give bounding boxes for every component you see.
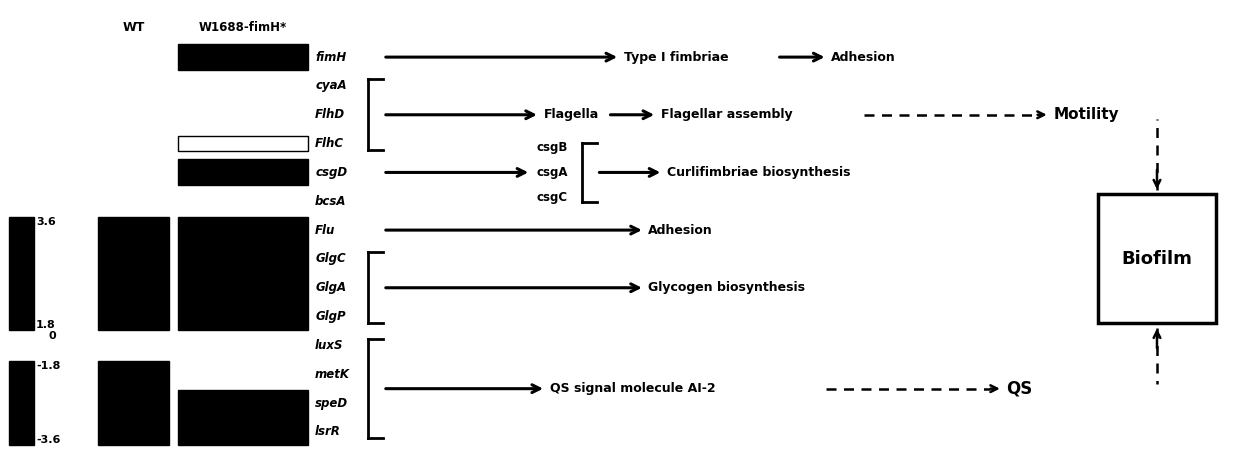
Text: fimH: fimH (315, 51, 346, 64)
Text: 1.8: 1.8 (36, 320, 56, 329)
Bar (179, 390, 308, 445)
Bar (179, 44, 308, 70)
Text: Flagella: Flagella (543, 108, 599, 121)
Text: GlgP: GlgP (315, 310, 346, 323)
Text: -1.8: -1.8 (36, 361, 61, 371)
Text: speD: speD (315, 397, 348, 410)
Text: 3.6: 3.6 (36, 217, 56, 227)
Bar (179, 159, 308, 185)
Text: lsrR: lsrR (315, 425, 341, 439)
Bar (179, 136, 308, 151)
Text: WT: WT (123, 21, 145, 34)
Bar (9, 217, 33, 329)
Text: GlgA: GlgA (315, 281, 346, 294)
Text: Adhesion: Adhesion (831, 51, 895, 64)
Text: Adhesion: Adhesion (649, 224, 713, 237)
Text: csgA: csgA (536, 166, 568, 179)
Text: FlhC: FlhC (315, 137, 343, 150)
Text: 0: 0 (48, 331, 56, 341)
Text: -3.6: -3.6 (36, 435, 61, 445)
Text: csgC: csgC (536, 191, 567, 204)
Text: bcsA: bcsA (315, 195, 347, 208)
Text: Biofilm: Biofilm (1121, 250, 1193, 268)
Text: Curlifimbriae biosynthesis: Curlifimbriae biosynthesis (667, 166, 851, 179)
Text: csgD: csgD (315, 166, 347, 179)
Text: W1688-fimH*: W1688-fimH* (198, 21, 286, 34)
Text: QS: QS (1007, 380, 1033, 397)
Text: QS signal molecule AI-2: QS signal molecule AI-2 (549, 382, 715, 395)
Bar (98, 361, 170, 445)
Text: FlhD: FlhD (315, 108, 345, 121)
Bar (9, 361, 33, 445)
Text: csgB: csgB (536, 141, 568, 154)
Text: GlgC: GlgC (315, 253, 346, 266)
Text: cyaA: cyaA (315, 79, 347, 92)
Bar (1099, 194, 1215, 323)
Text: Flagellar assembly: Flagellar assembly (661, 108, 792, 121)
Text: Glycogen biosynthesis: Glycogen biosynthesis (649, 281, 806, 294)
Text: metK: metK (315, 368, 350, 381)
Text: luxS: luxS (315, 339, 343, 352)
Text: Flu: Flu (315, 224, 336, 237)
Text: Type I fimbriae: Type I fimbriae (624, 51, 728, 64)
Bar (98, 217, 170, 329)
Text: Motility: Motility (1053, 107, 1118, 122)
Bar (179, 217, 308, 329)
